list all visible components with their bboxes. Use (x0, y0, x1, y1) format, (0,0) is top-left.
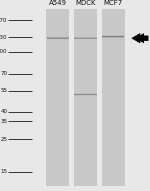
Bar (46, 9, 69, 186)
Text: MDCK: MDCK (75, 0, 96, 6)
Text: 25: 25 (0, 137, 7, 142)
Text: 70: 70 (0, 71, 7, 76)
Text: 15: 15 (0, 169, 7, 174)
Text: 130: 130 (0, 35, 7, 40)
Text: 100: 100 (0, 49, 7, 54)
Bar (74, 9, 97, 186)
Text: 55: 55 (0, 88, 7, 93)
Text: 35: 35 (0, 119, 7, 124)
Text: 170: 170 (0, 18, 7, 23)
Text: A549: A549 (49, 0, 67, 6)
Polygon shape (131, 33, 148, 43)
Bar (102, 9, 125, 186)
Text: 40: 40 (0, 109, 7, 114)
Text: MCF7: MCF7 (104, 0, 123, 6)
